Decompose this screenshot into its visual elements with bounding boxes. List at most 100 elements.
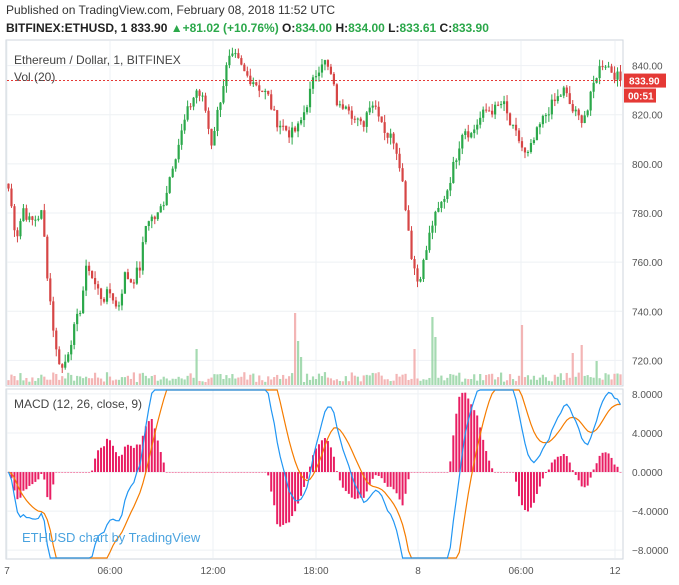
candle-body xyxy=(556,96,559,102)
candle-body xyxy=(341,104,344,109)
candle-body xyxy=(67,354,70,362)
candle-body xyxy=(58,349,61,365)
volume-bar xyxy=(601,379,604,385)
candle-body xyxy=(31,216,34,220)
histogram-bar xyxy=(231,472,234,473)
candle-body xyxy=(126,272,130,280)
histogram-bar xyxy=(246,472,249,473)
candle-body xyxy=(276,110,279,128)
histogram-bar xyxy=(198,472,201,473)
histogram-bar xyxy=(13,472,16,491)
volume-bar xyxy=(517,375,521,385)
volume-bar xyxy=(255,381,258,385)
candle-body xyxy=(255,82,258,86)
candle-body xyxy=(434,211,437,226)
low-value: 833.61 xyxy=(399,21,437,35)
histogram-bar xyxy=(377,472,380,476)
candle-body xyxy=(499,104,503,106)
volume-bar xyxy=(135,381,138,385)
volume-bar xyxy=(440,375,443,385)
volume-bar xyxy=(499,372,503,385)
histogram-bar xyxy=(309,466,312,473)
volume-bar xyxy=(231,374,234,385)
volume-bar xyxy=(10,374,13,385)
candle-body xyxy=(514,124,518,131)
histogram-bar xyxy=(82,472,85,473)
histogram-bar xyxy=(580,472,583,487)
histogram-bar xyxy=(574,472,577,475)
volume-bar xyxy=(67,372,70,385)
volume-bar xyxy=(168,380,171,385)
volume-bar xyxy=(431,317,434,385)
candle-body xyxy=(37,218,40,220)
volume-bar xyxy=(526,375,530,385)
histogram-bar xyxy=(88,472,91,473)
histogram-bar xyxy=(135,444,138,473)
histogram-bar xyxy=(341,472,344,488)
candles[interactable] xyxy=(7,47,622,374)
watermark[interactable]: ETHUSD chart by TradingView xyxy=(22,530,201,545)
candle-body xyxy=(293,127,297,132)
candle-body xyxy=(299,120,303,124)
candle-body xyxy=(580,115,583,123)
candle-body xyxy=(165,192,168,206)
volume-bar xyxy=(40,374,43,385)
candle-body xyxy=(144,226,147,243)
volume-bar xyxy=(114,379,118,385)
histogram-bar xyxy=(485,451,488,473)
volume-bar xyxy=(159,379,162,385)
histogram-bar xyxy=(177,472,180,473)
histogram-bar xyxy=(326,441,329,473)
volume-bar xyxy=(102,381,106,385)
histogram-bar xyxy=(264,472,267,473)
volume-bar xyxy=(395,373,398,385)
time-axis[interactable]: 7 06:00 12:00 18:00 8 06:00 12 xyxy=(4,566,621,577)
volume-bar xyxy=(28,381,31,385)
volume-bar xyxy=(353,375,356,385)
volume-bar xyxy=(117,379,121,385)
volume-bar xyxy=(553,374,556,385)
histogram-bar xyxy=(440,472,443,473)
volume-bar xyxy=(288,376,291,385)
histogram-bar xyxy=(279,472,282,527)
volume-bar xyxy=(228,378,231,385)
symbol-label[interactable]: BITFINEX:ETHUSD, 1 xyxy=(6,21,128,35)
candle-body xyxy=(553,99,556,102)
volume-bar xyxy=(449,374,452,385)
volume-bar xyxy=(308,379,312,385)
histogram-bar xyxy=(159,452,162,473)
histogram-bar xyxy=(141,435,144,473)
volume-bar xyxy=(82,378,85,385)
time-tick-label: 7 xyxy=(4,566,10,577)
volume-bar xyxy=(529,379,533,385)
macd-axis[interactable]: −8.0000 −4.0000 0.0000 4.0000 8.0000 xyxy=(632,390,669,557)
volume-bar xyxy=(108,376,112,385)
candle-body xyxy=(619,71,622,81)
candle-body xyxy=(270,94,273,110)
volume-bar xyxy=(583,375,586,385)
volume-bar xyxy=(392,380,395,385)
volume-bar xyxy=(79,376,82,385)
volume-bar xyxy=(7,380,10,385)
histogram-bar xyxy=(123,446,126,473)
histogram-bar xyxy=(216,472,219,473)
volume-bar xyxy=(619,374,622,385)
volume-bar xyxy=(383,379,386,385)
candle-body xyxy=(96,284,100,289)
volume-bar xyxy=(592,377,595,385)
candle-body xyxy=(610,66,613,73)
histogram-bar xyxy=(189,472,192,473)
histogram-bar xyxy=(368,472,371,485)
histogram-bar xyxy=(70,472,73,473)
candle-body xyxy=(592,82,595,92)
candle-body xyxy=(207,110,210,129)
candle-body xyxy=(7,183,10,189)
price-axis[interactable]: 720.00 740.00 760.00 780.00 800.00 820.00 840.… xyxy=(632,62,663,368)
volume-bar xyxy=(99,378,103,385)
histogram-bar xyxy=(565,456,568,473)
volume-bar xyxy=(225,375,228,385)
candle-body xyxy=(538,124,542,128)
histogram-bar xyxy=(156,440,159,473)
candle-body xyxy=(577,109,580,116)
